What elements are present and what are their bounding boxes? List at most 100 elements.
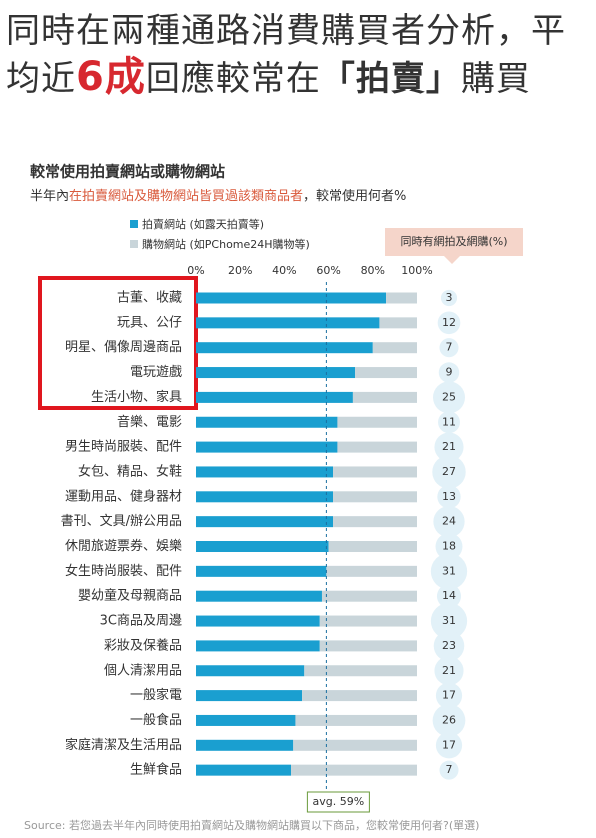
x-tick-label: 80% [361, 264, 385, 277]
bar-segment [196, 615, 320, 627]
headline-highlight: 「拍賣」 [320, 59, 461, 99]
category-label: 彩妝及保養品 [104, 637, 182, 653]
average-label: avg. 59% [313, 795, 365, 808]
category-label: 運動用品、健身器材 [65, 488, 182, 504]
bar-segment [319, 640, 417, 652]
x-tick-label: 40% [272, 264, 296, 277]
headline-text: 同時在兩種通路消費購買者分析，平均近 [6, 11, 566, 99]
bar-segment [196, 292, 387, 304]
bar-segment [379, 317, 417, 329]
headline-highlight: 6成 [76, 54, 146, 100]
bar-segment [196, 665, 305, 677]
category-label: 3C商品及周邊 [100, 614, 182, 629]
source: Source: 若您過去半年內同時使用拍賣網站及購物網站購買以下商品，您較常使用… [24, 818, 479, 832]
average-box [306, 791, 370, 813]
both-bubble [434, 432, 464, 462]
bar-segment [196, 764, 292, 776]
category-label: 書刊、文具/辦公用品 [61, 514, 182, 529]
both-value: 18 [442, 540, 456, 553]
bar-segment [196, 516, 334, 528]
bar-segment [291, 764, 417, 776]
both-bubble [437, 311, 461, 335]
category-label: 一般食品 [130, 712, 182, 728]
x-tick-label: 0% [187, 264, 204, 277]
bar-segment [304, 665, 417, 677]
bar-segment [321, 590, 417, 602]
both-header-box [385, 228, 523, 264]
both-value: 23 [442, 639, 456, 652]
bar-segment [196, 491, 334, 503]
both-bubble [430, 602, 468, 640]
bar-segment [326, 565, 417, 577]
both-value: 17 [442, 738, 456, 751]
category-label: 家庭清潔及生活用品 [65, 737, 182, 753]
both-value: 21 [442, 664, 456, 677]
bar-segment [337, 416, 417, 428]
category-label: 明星、偶像周邊商品 [65, 340, 182, 355]
both-value: 3 [446, 291, 453, 304]
both-bubble [435, 533, 463, 560]
category-label: 電玩遊戲 [130, 365, 182, 380]
subtitle-part: ，較常使用何者% [303, 188, 406, 204]
bar-segment [295, 714, 417, 726]
legend-swatch [130, 220, 138, 228]
category-label: 休閒旅遊票券、娛樂 [65, 538, 182, 554]
bar-segment [386, 292, 417, 304]
both-bubble [440, 289, 458, 307]
headline-text: 回應較常在 [145, 59, 321, 99]
both-bubble [439, 760, 459, 780]
bar-segment [196, 590, 322, 602]
both-bubble [434, 656, 464, 686]
bar-segment [196, 714, 296, 726]
both-value: 21 [442, 440, 456, 453]
both-value: 27 [442, 465, 456, 478]
category-label: 一般家電 [130, 687, 182, 703]
bar-segment [352, 391, 417, 403]
bar-segment [319, 615, 417, 627]
both-value: 31 [442, 564, 456, 577]
bar-segment [293, 739, 417, 751]
bar-segment [196, 466, 334, 478]
legend-label: 拍賣網站 (如露天拍賣等) [142, 217, 264, 231]
legend-swatch [130, 240, 138, 248]
category-label: 女包、精品、女鞋 [78, 463, 182, 479]
both-value: 25 [442, 390, 456, 403]
chart-subtitle: 半年內在拍賣網站及購物網站皆買過該類商品者，較常使用何者% [30, 188, 406, 204]
bar-segment [372, 342, 417, 354]
both-bubble [432, 455, 466, 489]
category-label: 女生時尚服裝、配件 [65, 563, 182, 579]
both-bubble [433, 506, 465, 538]
subtitle-part: 半年內 [30, 189, 69, 204]
category-label: 生鮮食品 [130, 762, 182, 778]
bar-segment [333, 516, 417, 528]
bar-segment [196, 690, 303, 702]
x-tick-label: 60% [316, 264, 340, 277]
both-bubble [438, 411, 460, 434]
category-label: 生活小物、家具 [91, 389, 182, 405]
both-bubble [432, 704, 466, 737]
both-bubble [436, 584, 462, 609]
bar-segment [196, 416, 338, 428]
chart-title: 較常使用拍賣網站或購物網站 [30, 163, 225, 181]
both-value: 26 [442, 713, 456, 726]
headline-text: 購買 [460, 59, 531, 99]
bar-segment [196, 441, 338, 453]
bar-segment [337, 441, 417, 453]
category-label: 古董、收藏 [117, 291, 182, 306]
both-value: 7 [446, 341, 453, 354]
both-bubble [438, 362, 460, 383]
category-label: 音樂、電影 [117, 414, 182, 430]
category-label: 嬰幼童及母親商品 [78, 588, 182, 604]
category-label: 玩具、公仔 [117, 315, 182, 330]
both-bubble [435, 732, 463, 759]
x-tick-label: 100% [401, 264, 432, 277]
both-value: 11 [442, 415, 456, 428]
both-bubble [433, 381, 465, 414]
bar-segment [196, 565, 327, 577]
bar-segment [196, 541, 329, 552]
bar-segment [196, 391, 353, 403]
headline: 同時在兩種通路消費購買者分析，平均近6成回應較常在「拍賣」購買 [6, 8, 592, 102]
bar-segment [328, 541, 417, 552]
both-bubble [439, 338, 459, 358]
both-value: 14 [442, 589, 456, 602]
